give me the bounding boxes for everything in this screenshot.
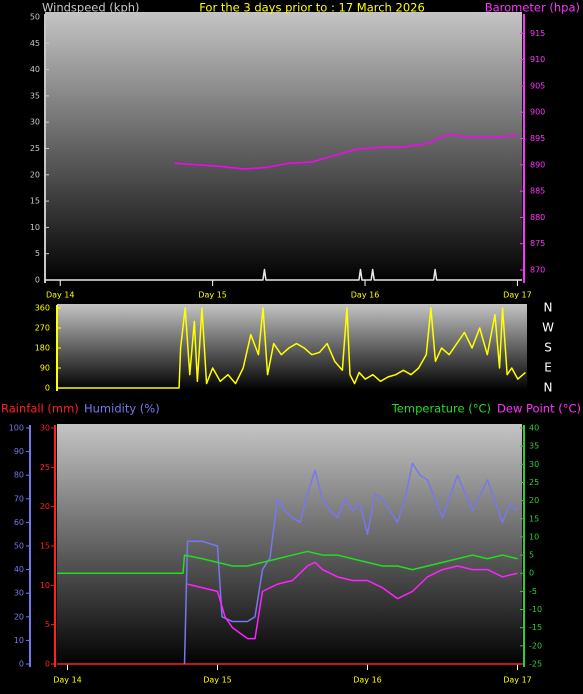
direction-label: S bbox=[544, 341, 552, 355]
y-tick-label: 360 bbox=[35, 304, 50, 313]
direction-label: N bbox=[544, 301, 553, 315]
direction-label: N bbox=[544, 381, 553, 395]
y-tick-label: 0 bbox=[45, 660, 50, 669]
y-tick-label: 10 bbox=[529, 532, 539, 541]
y-tick-label: 0 bbox=[19, 660, 24, 669]
y-tick-label: 180 bbox=[35, 344, 50, 353]
y-tick-label: -10 bbox=[529, 605, 542, 614]
y-tick-label: 0 bbox=[45, 384, 50, 393]
direction-label: E bbox=[544, 361, 552, 375]
y-tick-label: 25 bbox=[529, 478, 539, 487]
x-tick-label: Day 16 bbox=[353, 676, 382, 685]
y-tick-label: 905 bbox=[530, 81, 545, 90]
y-tick-label: 5 bbox=[529, 551, 534, 560]
y-tick-label: 15 bbox=[40, 542, 50, 551]
y-tick-label: 60 bbox=[14, 518, 24, 527]
y-tick-label: -20 bbox=[529, 641, 542, 650]
y-tick-label: 40 bbox=[30, 65, 40, 74]
y-tick-label: 15 bbox=[30, 197, 40, 206]
y-tick-label: -15 bbox=[529, 623, 542, 632]
y-tick-label: 30 bbox=[30, 118, 40, 127]
y-tick-label: 900 bbox=[530, 108, 545, 117]
y-tick-label: 70 bbox=[14, 494, 24, 503]
y-tick-label: 895 bbox=[530, 134, 545, 143]
data-line bbox=[57, 307, 526, 389]
y-tick-label: 30 bbox=[14, 589, 24, 598]
y-tick-label: 45 bbox=[30, 39, 40, 48]
y-tick-label: 20 bbox=[40, 502, 50, 511]
plot-area bbox=[45, 12, 522, 283]
series-label: Temperature (°C) bbox=[391, 402, 491, 416]
x-tick-label: Day 16 bbox=[351, 291, 380, 300]
y-tick-label: 90 bbox=[14, 447, 24, 456]
y-tick-label: 880 bbox=[530, 213, 545, 222]
data-line bbox=[57, 550, 518, 574]
data-line bbox=[183, 462, 519, 665]
x-tick-label: Day 17 bbox=[503, 291, 532, 300]
y-tick-label: -25 bbox=[529, 660, 542, 669]
y-tick-label: 270 bbox=[35, 324, 50, 333]
plot-area bbox=[57, 424, 522, 667]
y-tick-label: 25 bbox=[40, 463, 50, 472]
data-line bbox=[174, 133, 518, 170]
y-tick-label: 20 bbox=[14, 612, 24, 621]
x-tick-label: Day 17 bbox=[503, 676, 532, 685]
y-tick-label: 20 bbox=[529, 496, 539, 505]
y-tick-label: 5 bbox=[35, 249, 40, 258]
y-tick-label: 30 bbox=[529, 460, 539, 469]
y-tick-label: 0 bbox=[35, 276, 40, 285]
y-tick-label: 15 bbox=[529, 514, 539, 523]
y-tick-label: 885 bbox=[530, 187, 545, 196]
y-tick-label: 80 bbox=[14, 471, 24, 480]
series-label: Rainfall (mm) bbox=[1, 402, 79, 416]
y-tick-label: 25 bbox=[30, 144, 40, 153]
y-tick-label: 915 bbox=[530, 29, 545, 38]
plot-areas bbox=[45, 12, 527, 667]
direction-label: W bbox=[542, 321, 554, 335]
y-tick-label: 870 bbox=[530, 266, 545, 275]
y-tick-label: 30 bbox=[40, 424, 50, 433]
y-tick-label: 35 bbox=[529, 442, 539, 451]
y-tick-label: 0 bbox=[529, 569, 534, 578]
x-tick-label: Day 14 bbox=[53, 676, 82, 685]
x-tick-label: Day 15 bbox=[203, 676, 232, 685]
y-tick-label: 875 bbox=[530, 239, 545, 248]
y-tick-label: 5 bbox=[45, 620, 50, 629]
y-tick-label: 100 bbox=[9, 424, 24, 433]
chart-title: For the 3 days prior to : 17 March 2026 bbox=[199, 1, 425, 15]
x-tick-label: Day 15 bbox=[198, 291, 227, 300]
x-tick-label: Day 14 bbox=[46, 291, 75, 300]
data-line bbox=[187, 561, 518, 640]
y-tick-label: 40 bbox=[14, 565, 24, 574]
series-label: Humidity (%) bbox=[84, 402, 160, 416]
series-label: Windspeed (kph) bbox=[42, 1, 140, 15]
y-tick-label: 910 bbox=[530, 55, 545, 64]
y-tick-label: 40 bbox=[529, 424, 539, 433]
y-tick-label: 10 bbox=[30, 223, 40, 232]
y-tick-label: 50 bbox=[30, 13, 40, 22]
series-label: Barometer (hpa) bbox=[485, 1, 580, 15]
y-tick-label: 35 bbox=[30, 91, 40, 100]
y-tick-label: -5 bbox=[529, 587, 537, 596]
y-tick-label: 10 bbox=[40, 581, 50, 590]
data-line bbox=[45, 268, 522, 281]
y-tick-label: 20 bbox=[30, 170, 40, 179]
y-tick-label: 890 bbox=[530, 160, 545, 169]
y-tick-label: 90 bbox=[40, 364, 50, 373]
y-tick-label: 10 bbox=[14, 636, 24, 645]
series-label: Dew Point (°C) bbox=[497, 402, 581, 416]
y-tick-label: 50 bbox=[14, 542, 24, 551]
